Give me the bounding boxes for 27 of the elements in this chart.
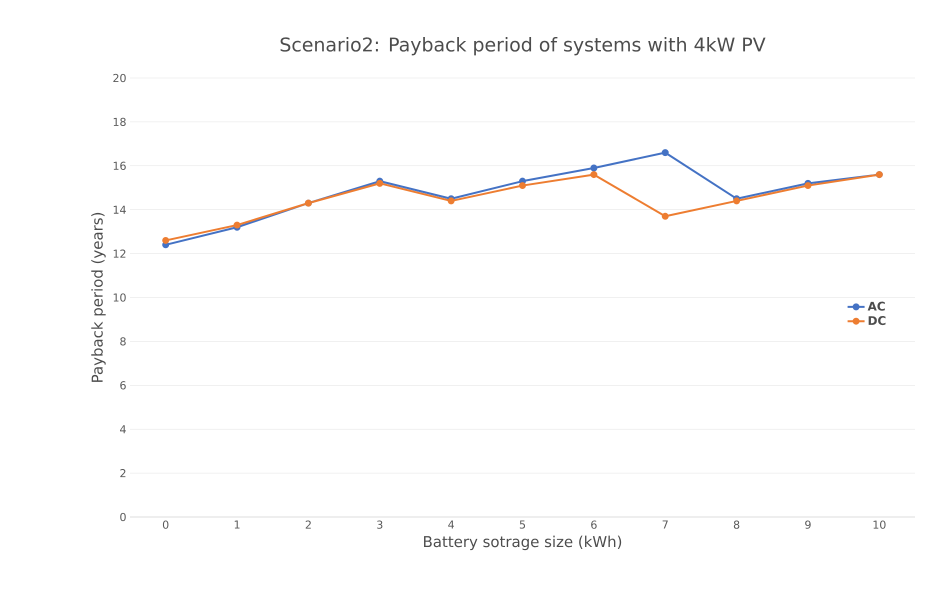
x-tick-label: 8	[734, 520, 740, 529]
legend-label: AC	[868, 302, 885, 311]
y-axis-title: Payback period (years)	[91, 212, 106, 382]
x-tick-label: 2	[306, 520, 311, 529]
x-tick-label: 9	[805, 520, 811, 529]
y-tick-label: 14	[114, 206, 126, 214]
x-tick-label: 4	[448, 520, 454, 529]
y-tick-label: 6	[120, 381, 126, 390]
x-tick-label: 1	[234, 520, 240, 529]
y-tick-label: 10	[114, 293, 126, 302]
x-tick-label: 6	[591, 520, 597, 529]
y-tick-label: 0	[120, 512, 126, 522]
x-tick-label: 10	[874, 520, 886, 529]
x-tick-label: 0	[162, 520, 168, 529]
x-tick-label: 7	[662, 520, 668, 529]
y-tick-label: 4	[120, 425, 126, 434]
y-tick-label: 8	[120, 337, 126, 346]
x-tick-label: 5	[520, 520, 526, 529]
y-tick-label: 20	[113, 74, 126, 82]
x-tick-label: 3	[377, 520, 382, 529]
y-tick-label: 2	[120, 469, 126, 478]
x-axis-title: Battery sotrage size (kWh)	[424, 536, 622, 550]
y-tick-label: 18	[114, 118, 126, 126]
legend-label: DC	[868, 316, 886, 326]
y-tick-label: 12	[114, 250, 126, 258]
chart-title: Scenario2: Payback period of systems with 4kW PV	[280, 37, 766, 56]
y-tick-label: 16	[114, 162, 126, 170]
